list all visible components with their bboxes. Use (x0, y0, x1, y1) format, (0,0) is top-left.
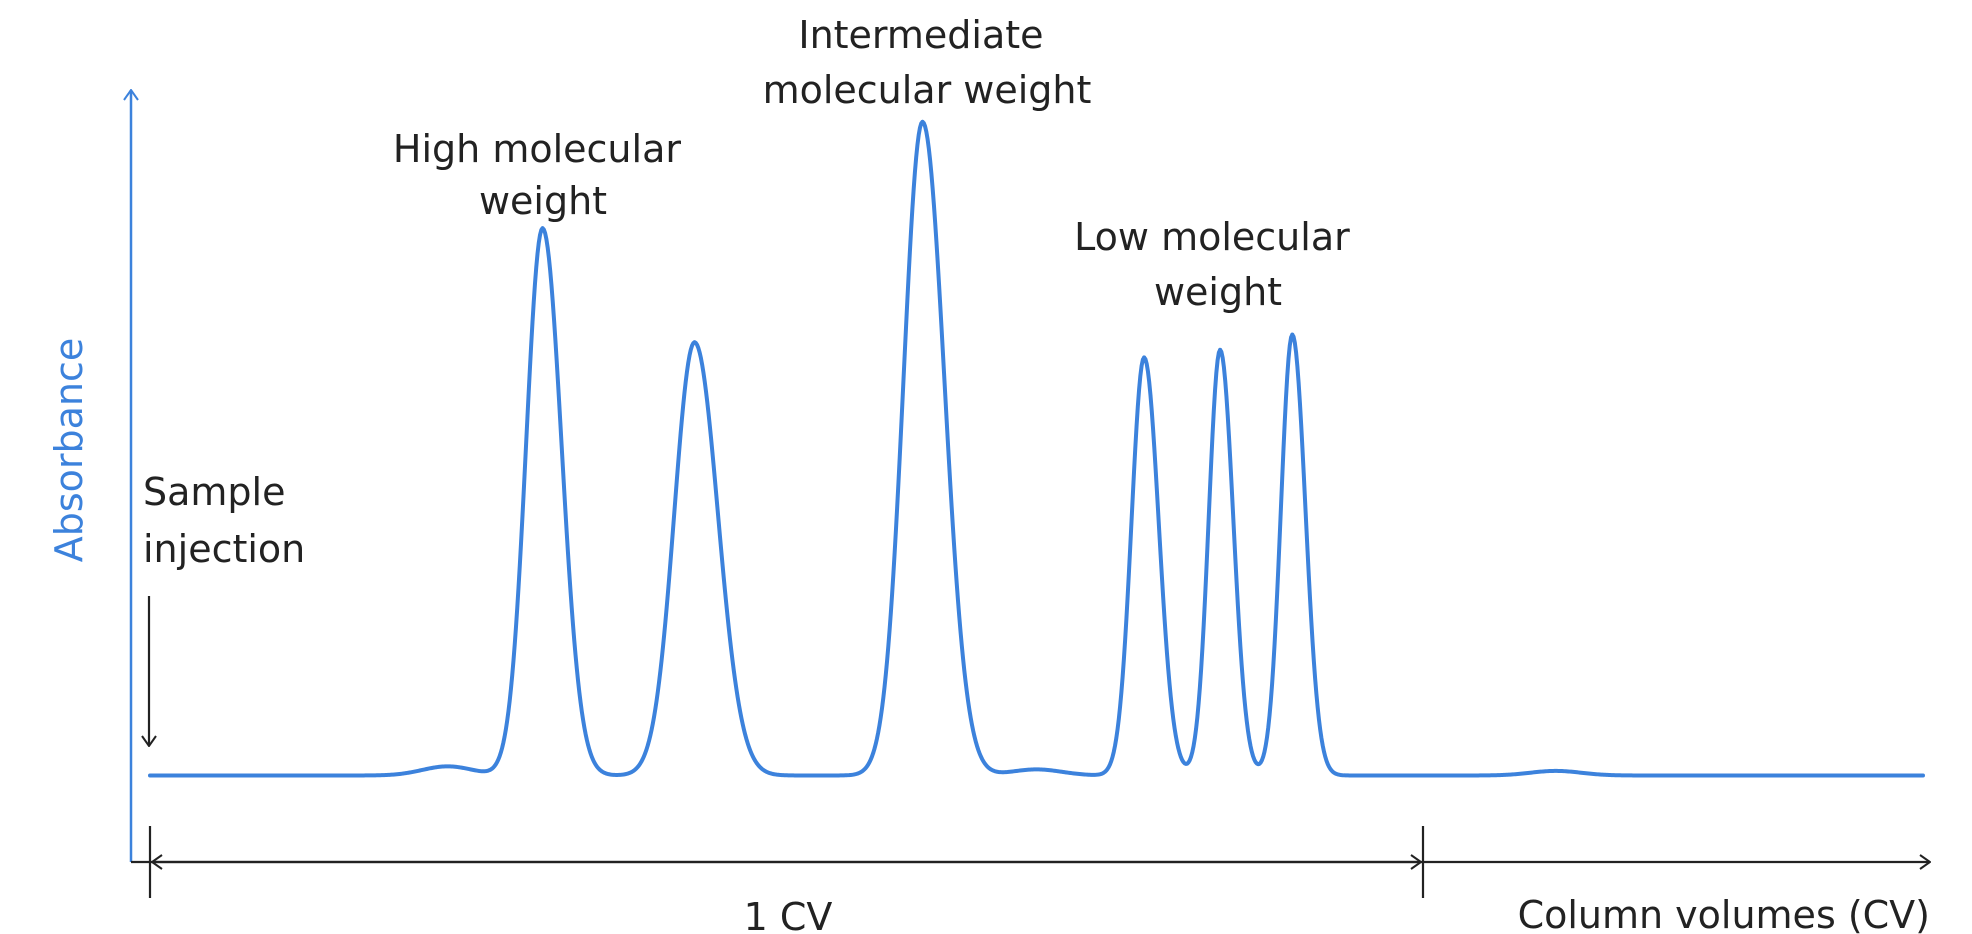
high-mw-label: High molecular weight (393, 127, 693, 223)
high-mw-line-2: weight (479, 179, 607, 223)
y-axis-label: Absorbance (47, 338, 91, 563)
sample-injection-line-1: Sample (143, 470, 285, 514)
peak-apex-1 (540, 226, 545, 231)
low-mw-line-1: Low molecular (1074, 215, 1350, 259)
low-mw-line-2: weight (1154, 270, 1282, 314)
peak-apex-5 (1218, 347, 1223, 352)
intermediate-mw-line-1: Intermediate (798, 13, 1043, 57)
high-mw-line-1: High molecular (393, 127, 681, 171)
low-mw-label: Low molecular weight (1074, 215, 1362, 314)
peak-apex-3 (920, 119, 925, 124)
sample-injection-label: Sample injection (143, 470, 305, 571)
peak-apex-4 (1142, 355, 1147, 360)
x-axis-label: Column volumes (CV) (1518, 893, 1930, 934)
peak-apex-6 (1290, 332, 1295, 337)
peak-markers (540, 119, 1295, 360)
one-cv-label: 1 CV (744, 895, 833, 934)
absorbance-trace (148, 119, 1925, 778)
intermediate-mw-label: Intermediate molecular weight (763, 13, 1092, 112)
peak-apex-2 (692, 340, 697, 345)
sample-injection-line-2: injection (143, 527, 305, 571)
intermediate-mw-line-2: molecular weight (763, 68, 1092, 112)
